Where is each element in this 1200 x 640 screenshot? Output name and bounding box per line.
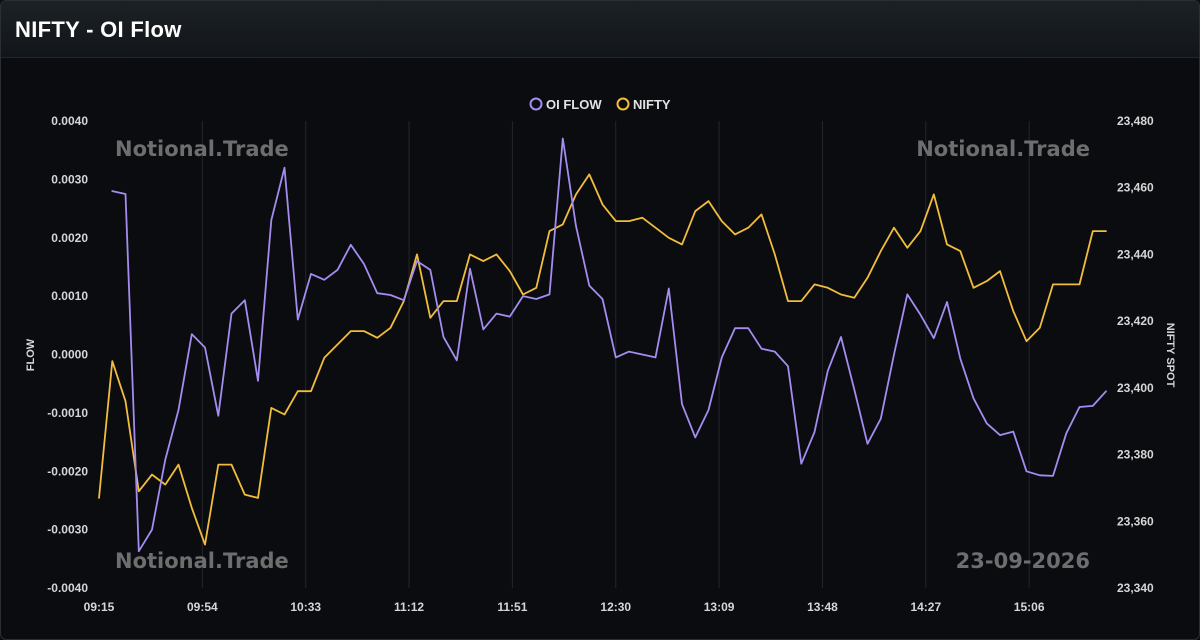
left-tick-label: 0.0000	[51, 348, 88, 362]
left-tick-label: 0.0010	[51, 289, 88, 303]
watermark-top-left: Notional.Trade	[115, 137, 289, 161]
series-layer	[98, 137, 1107, 553]
x-tick-label: 09:54	[187, 600, 218, 614]
x-tick-label: 09:15	[84, 600, 115, 614]
left-axis-title: FLOW	[25, 338, 37, 371]
x-tick-label: 15:06	[1014, 600, 1045, 614]
watermark-bottom-left: Notional.Trade	[115, 549, 289, 573]
legend[interactable]: OI FLOW NIFTY	[529, 97, 671, 112]
x-tick-label: 11:12	[394, 600, 424, 614]
x-tick-label: 11:51	[497, 600, 527, 614]
left-tick-label: -0.0030	[47, 523, 88, 537]
x-tick-label: 14:27	[910, 600, 941, 614]
left-tick-label: -0.0040	[47, 581, 88, 595]
watermark-date: 23-09-2026	[956, 549, 1090, 573]
right-tick-label: 23,440	[1117, 247, 1154, 261]
left-tick-label: 0.0020	[51, 231, 88, 245]
right-axis-ticks: 23,480 23,460 23,440 23,420 23,400 23,380 23,3…	[1117, 114, 1154, 595]
right-tick-label: 23,400	[1117, 381, 1154, 395]
right-tick-label: 23,380	[1117, 448, 1154, 462]
right-tick-label: 23,420	[1117, 314, 1154, 328]
x-axis-ticks: 09:15 09:54 10:33 11:12 11:51 12:30 13:09 13:48…	[84, 600, 1045, 614]
page-title: NIFTY - OI Flow	[15, 17, 182, 42]
x-tick-label: 13:48	[807, 600, 838, 614]
left-tick-label: 0.0030	[51, 172, 88, 186]
watermark-layer: Notional.Trade Notional.Trade Notional.T…	[115, 137, 1090, 573]
legend-oi-flow-marker[interactable]	[529, 97, 543, 111]
right-tick-label: 23,360	[1117, 514, 1154, 528]
nifty-series-line	[98, 173, 1107, 546]
watermark-top-right: Notional.Trade	[916, 137, 1090, 161]
left-axis-ticks: 0.0040 0.0030 0.0020 0.0010 0.0000 -0.0010 -0.…	[47, 114, 88, 595]
right-tick-label: 23,460	[1117, 181, 1154, 195]
header-bar: NIFTY - OI Flow	[1, 1, 1199, 58]
oi-flow-chart: Notional.Trade Notional.Trade Notional.T…	[25, 97, 1176, 614]
legend-nifty-label[interactable]: NIFTY	[633, 97, 671, 112]
right-tick-label: 23,340	[1117, 581, 1154, 595]
chart-area: Notional.Trade Notional.Trade Notional.T…	[1, 58, 1199, 639]
left-tick-label: -0.0010	[47, 406, 88, 420]
right-axis-title: NIFTY SPOT	[1164, 323, 1176, 388]
legend-oi-flow-label[interactable]: OI FLOW	[546, 97, 602, 112]
left-tick-label: 0.0040	[51, 114, 88, 128]
right-tick-label: 23,480	[1117, 114, 1154, 128]
left-tick-label: -0.0020	[47, 464, 88, 478]
oi-flow-series-line	[111, 137, 1107, 553]
x-tick-label: 12:30	[600, 600, 631, 614]
x-tick-label: 13:09	[704, 600, 735, 614]
x-tick-label: 10:33	[290, 600, 321, 614]
legend-nifty-marker[interactable]	[616, 97, 630, 111]
